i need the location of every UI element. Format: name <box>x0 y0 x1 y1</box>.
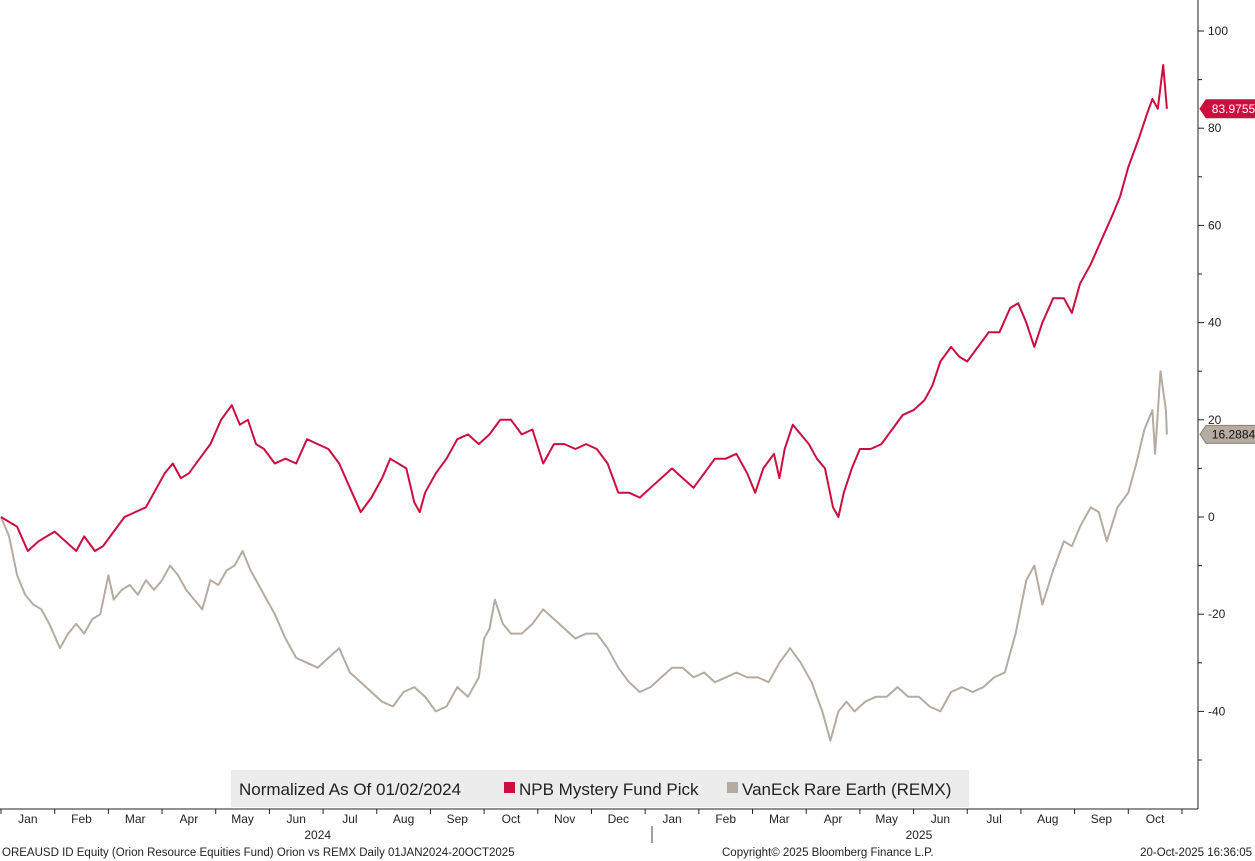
y-tick-label: -40 <box>1208 704 1226 718</box>
legend-normalized-note: Normalized As Of 01/02/2024 <box>239 780 461 799</box>
last-value-tag-npb <box>1199 99 1255 119</box>
y-tick-label: 60 <box>1208 218 1222 232</box>
x-tick-label: Nov <box>554 812 575 826</box>
x-tick-label: Mar <box>125 812 146 826</box>
y-tick-label: 80 <box>1208 121 1222 135</box>
legend-background <box>231 770 969 807</box>
x-tick-label: Jun <box>287 812 306 826</box>
x-tick-label: May <box>875 812 898 826</box>
x-axis-ticks: Jan Feb Mar Apr May Jun Jul Aug Sep Oct Nov Dec Jan F… <box>0 809 1183 842</box>
series-line-npb <box>0 64 1168 552</box>
footer-right: 20-Oct-2025 16:36:05 <box>1140 847 1252 859</box>
x-tick-label: Aug <box>1037 812 1058 826</box>
legend: Normalized As Of 01/02/2024 NPB Mystery … <box>231 770 969 807</box>
last-value-tag-remx <box>1199 424 1255 444</box>
legend-label-remx: VanEck Rare Earth (REMX) <box>742 780 951 799</box>
y-tick-label: 0 <box>1208 510 1215 524</box>
x-tick-label: Feb <box>715 812 736 826</box>
last-value-label-npb: 83.9755 <box>1212 102 1255 116</box>
x-tick-label: Sep <box>447 812 469 826</box>
last-value-tags: 83.9755 16.2884 <box>1199 99 1255 444</box>
legend-swatch-npb <box>504 782 515 793</box>
x-tick-label: Apr <box>180 812 199 826</box>
y-tick-label: 20 <box>1208 413 1222 427</box>
x-year-label: 2025 <box>906 828 933 842</box>
x-tick-label: May <box>231 812 254 826</box>
x-tick-label: Jun <box>931 812 950 826</box>
y-tick-label: -20 <box>1208 607 1226 621</box>
y-tick-label: 100 <box>1208 24 1228 38</box>
x-tick-label: Jan <box>18 812 37 826</box>
y-axis-ticks: -40 -20 0 20 40 60 80 100 <box>1198 24 1228 761</box>
x-tick-label: Dec <box>608 812 629 826</box>
x-tick-label: Oct <box>502 812 521 826</box>
x-tick-label: Jan <box>662 812 681 826</box>
x-year-label: 2024 <box>304 828 331 842</box>
series-line-remx <box>0 370 1168 742</box>
series-layer <box>0 64 1168 742</box>
x-tick-label: Jul <box>342 812 357 826</box>
legend-swatch-remx <box>727 782 738 793</box>
x-tick-label: Apr <box>824 812 843 826</box>
x-tick-label: Oct <box>1146 812 1165 826</box>
x-tick-label: Aug <box>393 812 414 826</box>
legend-label-npb: NPB Mystery Fund Pick <box>519 780 699 799</box>
last-value-label-remx: 16.2884 <box>1212 427 1255 441</box>
x-tick-label: Sep <box>1091 812 1113 826</box>
footer-center: Copyright© 2025 Bloomberg Finance L.P. <box>722 847 934 859</box>
x-tick-label: Jul <box>986 812 1001 826</box>
y-tick-label: 40 <box>1208 316 1222 330</box>
x-tick-label: Feb <box>71 812 92 826</box>
footer-left: OREAUSD ID Equity (Orion Resource Equiti… <box>2 847 515 859</box>
x-tick-label: Mar <box>769 812 790 826</box>
